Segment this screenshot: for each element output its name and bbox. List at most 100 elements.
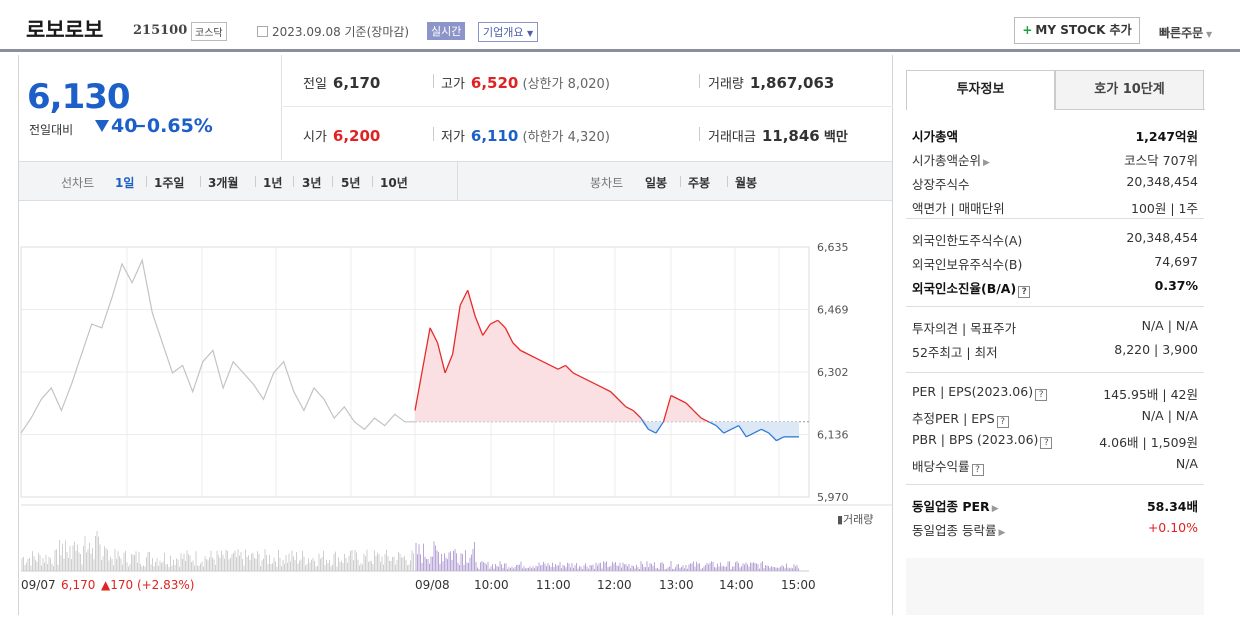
chevron-down-icon: ▼ xyxy=(526,29,534,38)
period-1d[interactable]: 1일 xyxy=(115,176,135,190)
open-label: 시가 xyxy=(303,130,327,145)
invest-info-key: 시가총액순위 ▶ xyxy=(912,153,990,168)
price-segment xyxy=(768,432,777,442)
price-segment xyxy=(542,361,551,367)
current-price-box: 6,130 전일대비 40 −0.65% xyxy=(19,55,282,160)
lower-limit: (하한가 4,320) xyxy=(522,130,610,145)
period-1w[interactable]: 1주일 xyxy=(154,176,185,190)
price-segment xyxy=(625,406,634,412)
prev-day-line xyxy=(20,258,415,434)
y-tick-label: 6,469 xyxy=(817,304,849,317)
tab-order-book[interactable]: 호가 10단계 xyxy=(1055,70,1204,110)
price-segment xyxy=(693,410,702,419)
price-segment xyxy=(640,417,649,430)
tab-invest-info[interactable]: 투자정보 xyxy=(906,70,1055,110)
my-stock-add-button[interactable]: + MY STOCK 추가 xyxy=(1014,17,1140,44)
invest-info-value: 58.34배 xyxy=(1146,499,1198,514)
period-10y[interactable]: 10년 xyxy=(380,176,408,190)
arrow-right-icon[interactable]: ▶ xyxy=(983,158,990,168)
price-segment xyxy=(497,319,506,329)
invest-info-row: 외국인소진율(B/A)? 0.37% xyxy=(906,278,1204,300)
price-segment xyxy=(587,379,596,385)
price-chart-panel: 6,130 전일대비 40 −0.65% 전일 6,170 고가 6,520 (상한… xyxy=(18,55,893,615)
invest-info-value: N/A | N/A xyxy=(1141,408,1198,423)
period-5y[interactable]: 5년 xyxy=(341,176,361,190)
x-tick-label: 10:00 xyxy=(474,578,509,592)
price-segment xyxy=(436,342,446,374)
trade-value: 11,846 xyxy=(761,127,820,145)
high-label: 고가 xyxy=(441,77,465,92)
current-price: 6,130 xyxy=(27,77,131,117)
y-tick-label: 6,302 xyxy=(817,366,849,379)
invest-info-row: 투자의견 | 목표주가 N/A | N/A xyxy=(906,318,1204,340)
invest-info-value: N/A xyxy=(1175,456,1198,471)
stock-name: 로보로보 xyxy=(26,18,104,42)
prev-close-label: 전일 xyxy=(303,77,327,92)
x-tick-label: 11:00 xyxy=(536,578,571,592)
help-icon[interactable]: ? xyxy=(1035,389,1048,401)
realtime-button[interactable]: 실시간 xyxy=(427,22,466,40)
invest-info-row: 추정PER | EPS? N/A | N/A xyxy=(906,408,1204,430)
price-segment xyxy=(738,425,747,438)
high-value: 6,520 xyxy=(470,74,519,92)
invest-info-value: 74,697 xyxy=(1154,254,1198,269)
price-segment xyxy=(520,349,529,355)
invest-info-row: 외국인한도주식수(A) 20,348,454 xyxy=(906,230,1204,252)
invest-info-value: 100원 | 1주 xyxy=(1131,201,1198,216)
candle-monthly[interactable]: 월봉 xyxy=(735,176,758,190)
price-stats: 전일 6,170 고가 6,520 (상한가 8,020) 거래량 1,867,063… xyxy=(283,55,893,160)
price-chart-svg: 6,635 6,469 6,302 6,136 5,970 ▮거래량 09/07 09/08 1… xyxy=(20,241,892,592)
prev-day-change-label: ▲170 (+2.83%) xyxy=(101,578,195,592)
price-segment xyxy=(753,428,762,434)
compare-label: 전일대비 xyxy=(29,123,74,137)
volume-legend: ▮거래량 xyxy=(837,513,873,526)
price-segment xyxy=(429,327,439,344)
plot-frame xyxy=(20,246,810,498)
invest-info-key: 액면가 | 매매단위 xyxy=(912,201,1005,216)
invest-info-value: N/A | N/A xyxy=(1141,318,1198,333)
x-tick-label: 09/07 xyxy=(21,578,56,592)
price-segment xyxy=(685,402,695,411)
market-badge: 코스닥 xyxy=(191,22,227,41)
industry-section xyxy=(906,558,1204,615)
trade-value-label: 거래대금 xyxy=(708,130,756,145)
period-1y[interactable]: 1년 xyxy=(263,176,283,190)
price-segment xyxy=(467,290,476,317)
invest-info-row: 52주최고 | 최저 8,220 | 3,900 xyxy=(906,342,1204,364)
period-3y[interactable]: 3년 xyxy=(302,176,322,190)
invest-info-key: PER | EPS(2023.06)? xyxy=(912,384,1048,401)
down-triangle-icon xyxy=(95,120,109,132)
invest-info-key: 추정PER | EPS? xyxy=(912,408,1009,428)
arrow-right-icon[interactable]: ▶ xyxy=(998,528,1006,538)
price-segment xyxy=(504,327,514,344)
invest-info-value: 1,247억원 xyxy=(1135,129,1198,144)
invest-info-panel: 투자정보 호가 10단계 시가총액 1,247억원 시가총액순위 ▶ 코스닥 707위 상… xyxy=(906,70,1206,615)
date-text: 2023.09.08 기준(장마감) xyxy=(257,23,409,40)
down-area xyxy=(415,421,799,441)
chevron-down-icon: ▼ xyxy=(1203,30,1213,39)
help-icon[interactable]: ? xyxy=(1040,437,1053,449)
quick-order-dropdown[interactable]: 빠른주문 ▼ xyxy=(1159,26,1213,40)
help-icon[interactable]: ? xyxy=(971,464,984,476)
x-tick-label: 13:00 xyxy=(659,578,694,592)
company-overview-dropdown[interactable]: 기업개요 ▼ xyxy=(478,22,539,42)
invest-info-value: 20,348,454 xyxy=(1126,174,1198,189)
low-label: 저가 xyxy=(441,130,465,145)
price-segment xyxy=(572,372,581,378)
price-segment xyxy=(761,428,770,434)
invest-info-value: 코스닥 707위 xyxy=(1124,153,1198,168)
price-segment xyxy=(655,421,665,434)
arrow-right-icon[interactable]: ▶ xyxy=(991,504,999,514)
price-segment xyxy=(421,327,431,370)
help-icon[interactable]: ? xyxy=(1018,286,1031,298)
candle-weekly[interactable]: 주봉 xyxy=(688,176,711,190)
help-icon[interactable]: ? xyxy=(996,416,1009,428)
stock-header: 로보로보 215100 코스닥 2023.09.08 기준(장마감) 실시간 기… xyxy=(0,0,1240,52)
calendar-icon xyxy=(257,26,268,37)
plus-icon: + xyxy=(1022,23,1033,37)
period-3m[interactable]: 3개월 xyxy=(208,176,239,190)
prev-day-close-label: 6,170 xyxy=(61,578,95,592)
price-chart[interactable]: 6,635 6,469 6,302 6,136 5,970 ▮거래량 09/07 09/08 1… xyxy=(19,215,892,615)
invest-info-key: 시가총액 xyxy=(912,129,959,144)
candle-daily[interactable]: 일봉 xyxy=(645,176,668,190)
